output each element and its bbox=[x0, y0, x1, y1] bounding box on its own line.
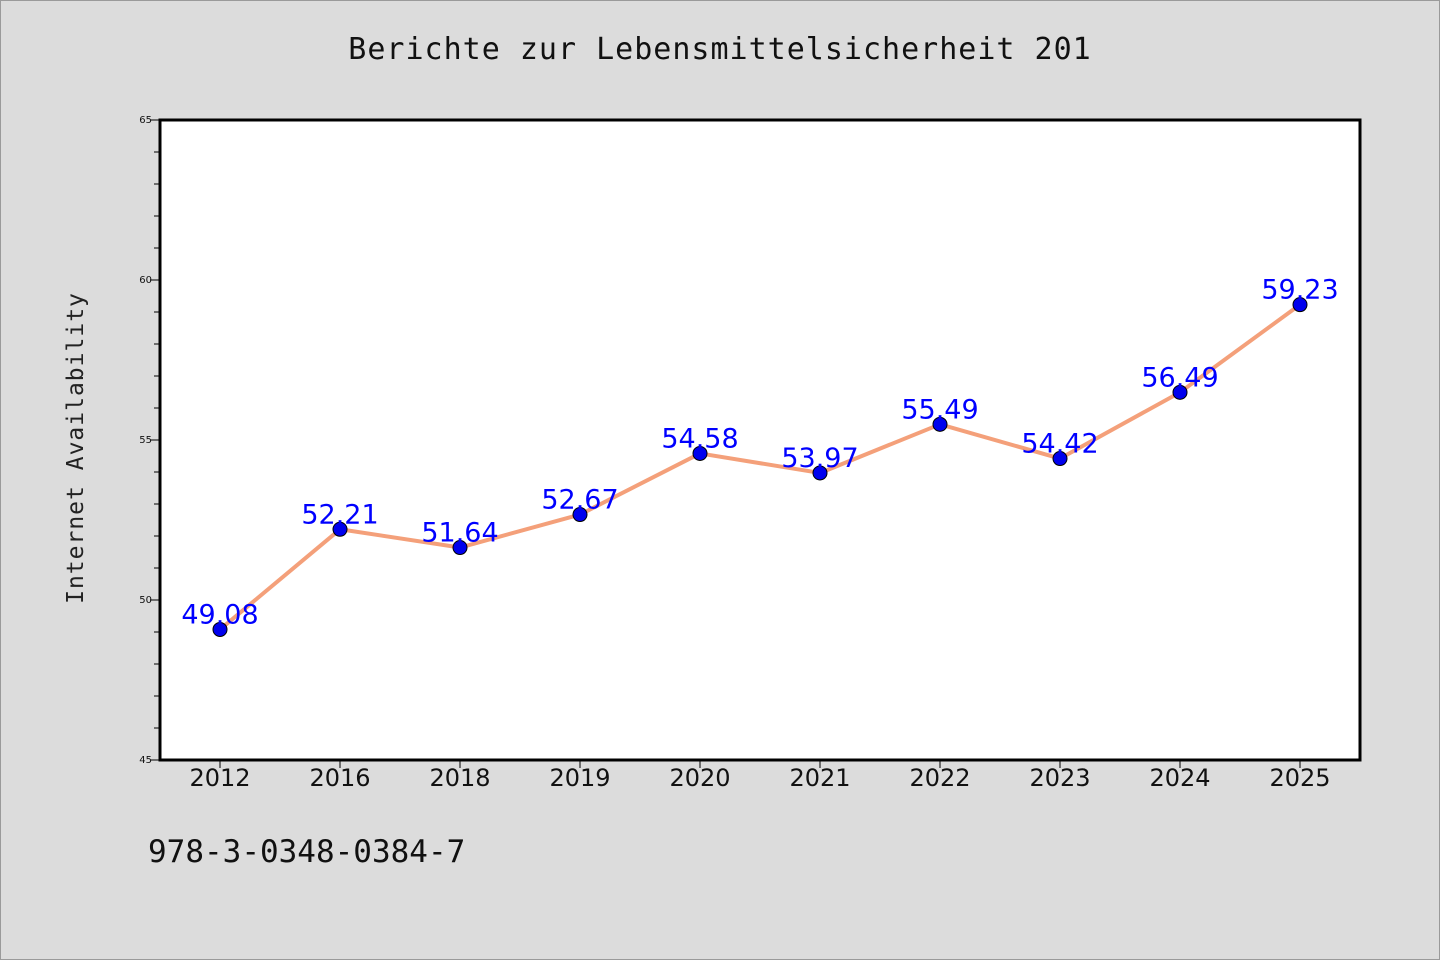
data-point bbox=[212, 621, 228, 637]
x-tick-label: 2016 bbox=[309, 764, 370, 792]
y-axis-ticks: 45 50 55 60 65 bbox=[139, 115, 160, 766]
x-tick-label: 2023 bbox=[1029, 764, 1090, 792]
x-tick-label: 2024 bbox=[1149, 764, 1210, 792]
data-label: 52.21 bbox=[301, 499, 378, 530]
data-point bbox=[572, 507, 588, 523]
data-labels: 49.08 52.21 51.64 52.67 54.58 53.97 55.49 54.42… bbox=[181, 275, 1338, 631]
data-markers bbox=[212, 297, 1308, 637]
footer-code: 978-3-0348-0384-7 bbox=[148, 834, 466, 870]
data-point bbox=[332, 521, 348, 537]
data-label: 55.49 bbox=[901, 394, 978, 425]
data-label: 53.97 bbox=[781, 443, 858, 474]
data-label: 54.42 bbox=[1021, 429, 1098, 460]
y-tick-label: 55 bbox=[139, 435, 152, 446]
y-tick-label: 60 bbox=[139, 275, 152, 286]
data-label: 54.58 bbox=[661, 423, 738, 454]
x-tick-label: 2020 bbox=[669, 764, 730, 792]
data-label: 52.67 bbox=[541, 485, 618, 516]
x-tick-label: 2019 bbox=[549, 764, 610, 792]
x-tick-label: 2022 bbox=[909, 764, 970, 792]
x-axis-ticks: 2012 2016 2018 2019 2020 2021 2022 2023 2024 2025 bbox=[189, 760, 1331, 792]
data-label: 51.64 bbox=[421, 518, 498, 549]
data-point bbox=[812, 465, 828, 481]
x-tick-label: 2018 bbox=[429, 764, 490, 792]
data-point bbox=[1292, 297, 1308, 313]
data-point bbox=[1172, 384, 1188, 400]
data-label: 59.23 bbox=[1261, 275, 1338, 306]
data-label: 56.49 bbox=[1141, 362, 1218, 393]
data-point bbox=[692, 445, 708, 461]
data-point bbox=[452, 540, 468, 556]
y-tick-label: 50 bbox=[139, 595, 152, 606]
x-tick-label: 2025 bbox=[1269, 764, 1330, 792]
series-line bbox=[218, 303, 1302, 631]
y-tick-label: 65 bbox=[139, 115, 152, 126]
y-tick-label: 45 bbox=[139, 755, 152, 766]
plot-area bbox=[158, 118, 1362, 762]
x-tick-label: 2021 bbox=[789, 764, 850, 792]
data-point bbox=[1052, 451, 1068, 467]
x-tick-label: 2012 bbox=[189, 764, 250, 792]
chart-title: Berichte zur Lebensmittelsicherheit 201 bbox=[348, 32, 1092, 67]
data-label: 49.08 bbox=[181, 599, 258, 630]
data-point bbox=[932, 416, 948, 432]
